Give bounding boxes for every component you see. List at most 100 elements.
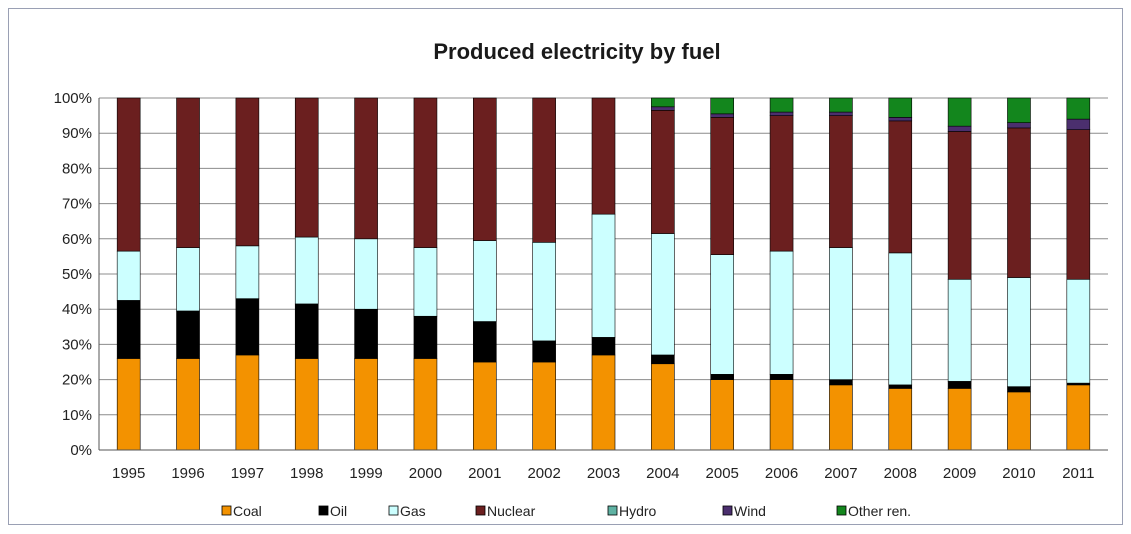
bar-segment-gas [888, 252, 913, 386]
bar-segment-wind [769, 111, 794, 116]
bar-segment-gas [294, 236, 319, 305]
legend-label: Coal [233, 503, 262, 519]
y-tick-label: 70% [62, 196, 92, 213]
x-tick-label: 2008 [884, 465, 917, 482]
x-tick-label: 1998 [290, 465, 323, 482]
bar-segment-coal [235, 354, 260, 451]
bar-segment-oil [294, 303, 319, 359]
legend-swatch-gas [388, 505, 399, 516]
legend-label: Oil [330, 503, 347, 519]
legend-swatch-hydro [607, 505, 618, 516]
bar-segment-oil [413, 315, 438, 359]
bar-segment-nuclear [947, 131, 972, 280]
bar-segment-gas [1066, 278, 1091, 384]
bar-segment-coal [651, 363, 675, 451]
legend-swatch-coal [221, 505, 232, 516]
x-tick-label: 2000 [409, 465, 442, 482]
bar-segment-nuclear [1066, 129, 1091, 280]
bar-segment-coal [176, 358, 200, 451]
bar-segment-other-ren [829, 97, 853, 113]
bar-segment-gas [591, 213, 616, 338]
y-tick-label: 30% [62, 336, 92, 353]
x-tick-label: 2011 [1062, 465, 1094, 482]
bar-segment-wind [651, 106, 675, 111]
legend-label: Nuclear [487, 503, 536, 519]
legend-swatch-oil [318, 505, 329, 516]
bar-segment-nuclear [532, 97, 556, 243]
bar-segment-oil [769, 374, 794, 380]
bar-segment-gas [235, 245, 260, 299]
legend-label: Wind [734, 503, 766, 519]
chart-svg: Produced electricity by fuel 0% 10% 20% 30%… [54, 39, 1108, 519]
bar-segment-nuclear [176, 97, 200, 248]
bar-segment-coal [710, 379, 735, 451]
bar-segment-nuclear [1007, 127, 1031, 278]
bar-segment-gas [769, 250, 794, 375]
bar-segment-wind [829, 111, 853, 116]
bar-segment-gas [651, 233, 675, 356]
bar-segment-coal [354, 358, 378, 451]
bar-segment-gas [1007, 277, 1031, 387]
bar-segment-nuclear [413, 97, 438, 248]
bar-segment-gas [472, 240, 497, 322]
bar-segment-nuclear [769, 115, 794, 252]
x-tick-label: 2001 [468, 465, 501, 482]
bar-segment-coal [888, 388, 913, 451]
bar-segment-oil [1007, 386, 1031, 393]
bar-segment-nuclear [829, 115, 853, 248]
bar-segment-oil [829, 379, 853, 386]
y-tick-label: 20% [62, 372, 92, 389]
bar-segment-gas [354, 238, 378, 310]
x-tick-label: 1997 [231, 465, 264, 482]
bar-segment-wind [1066, 118, 1091, 130]
bar-segment-gas [532, 242, 556, 342]
x-tick-label: 1996 [171, 465, 204, 482]
bar-segment-oil [472, 321, 497, 363]
bar-segment-nuclear [591, 97, 616, 215]
x-tick-label: 2007 [824, 465, 857, 482]
legend-label: Other ren. [848, 503, 911, 519]
bar-segment-other-ren [710, 97, 735, 115]
plot-area: 0% 10% 20% 30% 40% 50% 60% 70% 80% 90% 100% 1995 199… [54, 90, 1108, 482]
bar-segment-other-ren [651, 97, 675, 108]
bar-segment-other-ren [947, 97, 972, 127]
bar-segment-oil [354, 308, 378, 359]
bar-segment-coal [413, 358, 438, 451]
bar-segment-coal [294, 358, 319, 451]
bar-segment-wind [1007, 122, 1031, 129]
bar-segment-coal [472, 361, 497, 451]
bar-segment-oil [651, 354, 675, 365]
bar-segment-other-ren [769, 97, 794, 113]
bar-segment-gas [116, 250, 141, 301]
legend: Coal Oil Gas Nuclear Hydro Wind Other ren. [221, 503, 911, 519]
bar-segment-nuclear [354, 97, 378, 240]
chart-frame: Produced electricity by fuel 0% 10% 20% 30%… [8, 8, 1123, 525]
y-tick-label: 40% [62, 301, 92, 318]
bar-segment-gas [710, 254, 735, 375]
bar-segment-oil [591, 337, 616, 356]
bar-segment-other-ren [888, 97, 913, 118]
bar-segment-coal [591, 354, 616, 451]
y-tick-label: 100% [54, 90, 92, 107]
x-tick-label: 1999 [349, 465, 382, 482]
legend-label: Hydro [619, 503, 657, 519]
bar-segment-coal [947, 388, 972, 451]
x-tick-label: 2009 [943, 465, 976, 482]
bar-segment-nuclear [116, 97, 141, 252]
y-tick-label: 90% [62, 125, 92, 142]
bar-segment-oil [116, 300, 141, 359]
bar-segment-coal [532, 361, 556, 451]
y-tick-label: 50% [62, 266, 92, 283]
bar-segment-coal [1066, 384, 1091, 451]
bar-segment-nuclear [710, 117, 735, 255]
legend-label: Gas [400, 503, 426, 519]
y-tick-label: 0% [70, 442, 92, 459]
bar-segment-gas [413, 247, 438, 317]
bar-segment-gas [176, 247, 200, 312]
bar-segment-coal [769, 379, 794, 451]
legend-swatch-wind [722, 505, 733, 516]
x-tick-label: 2004 [646, 465, 679, 482]
bar-segment-nuclear [235, 97, 260, 247]
bar-segment-gas [947, 278, 972, 382]
x-tick-label: 2003 [587, 465, 620, 482]
